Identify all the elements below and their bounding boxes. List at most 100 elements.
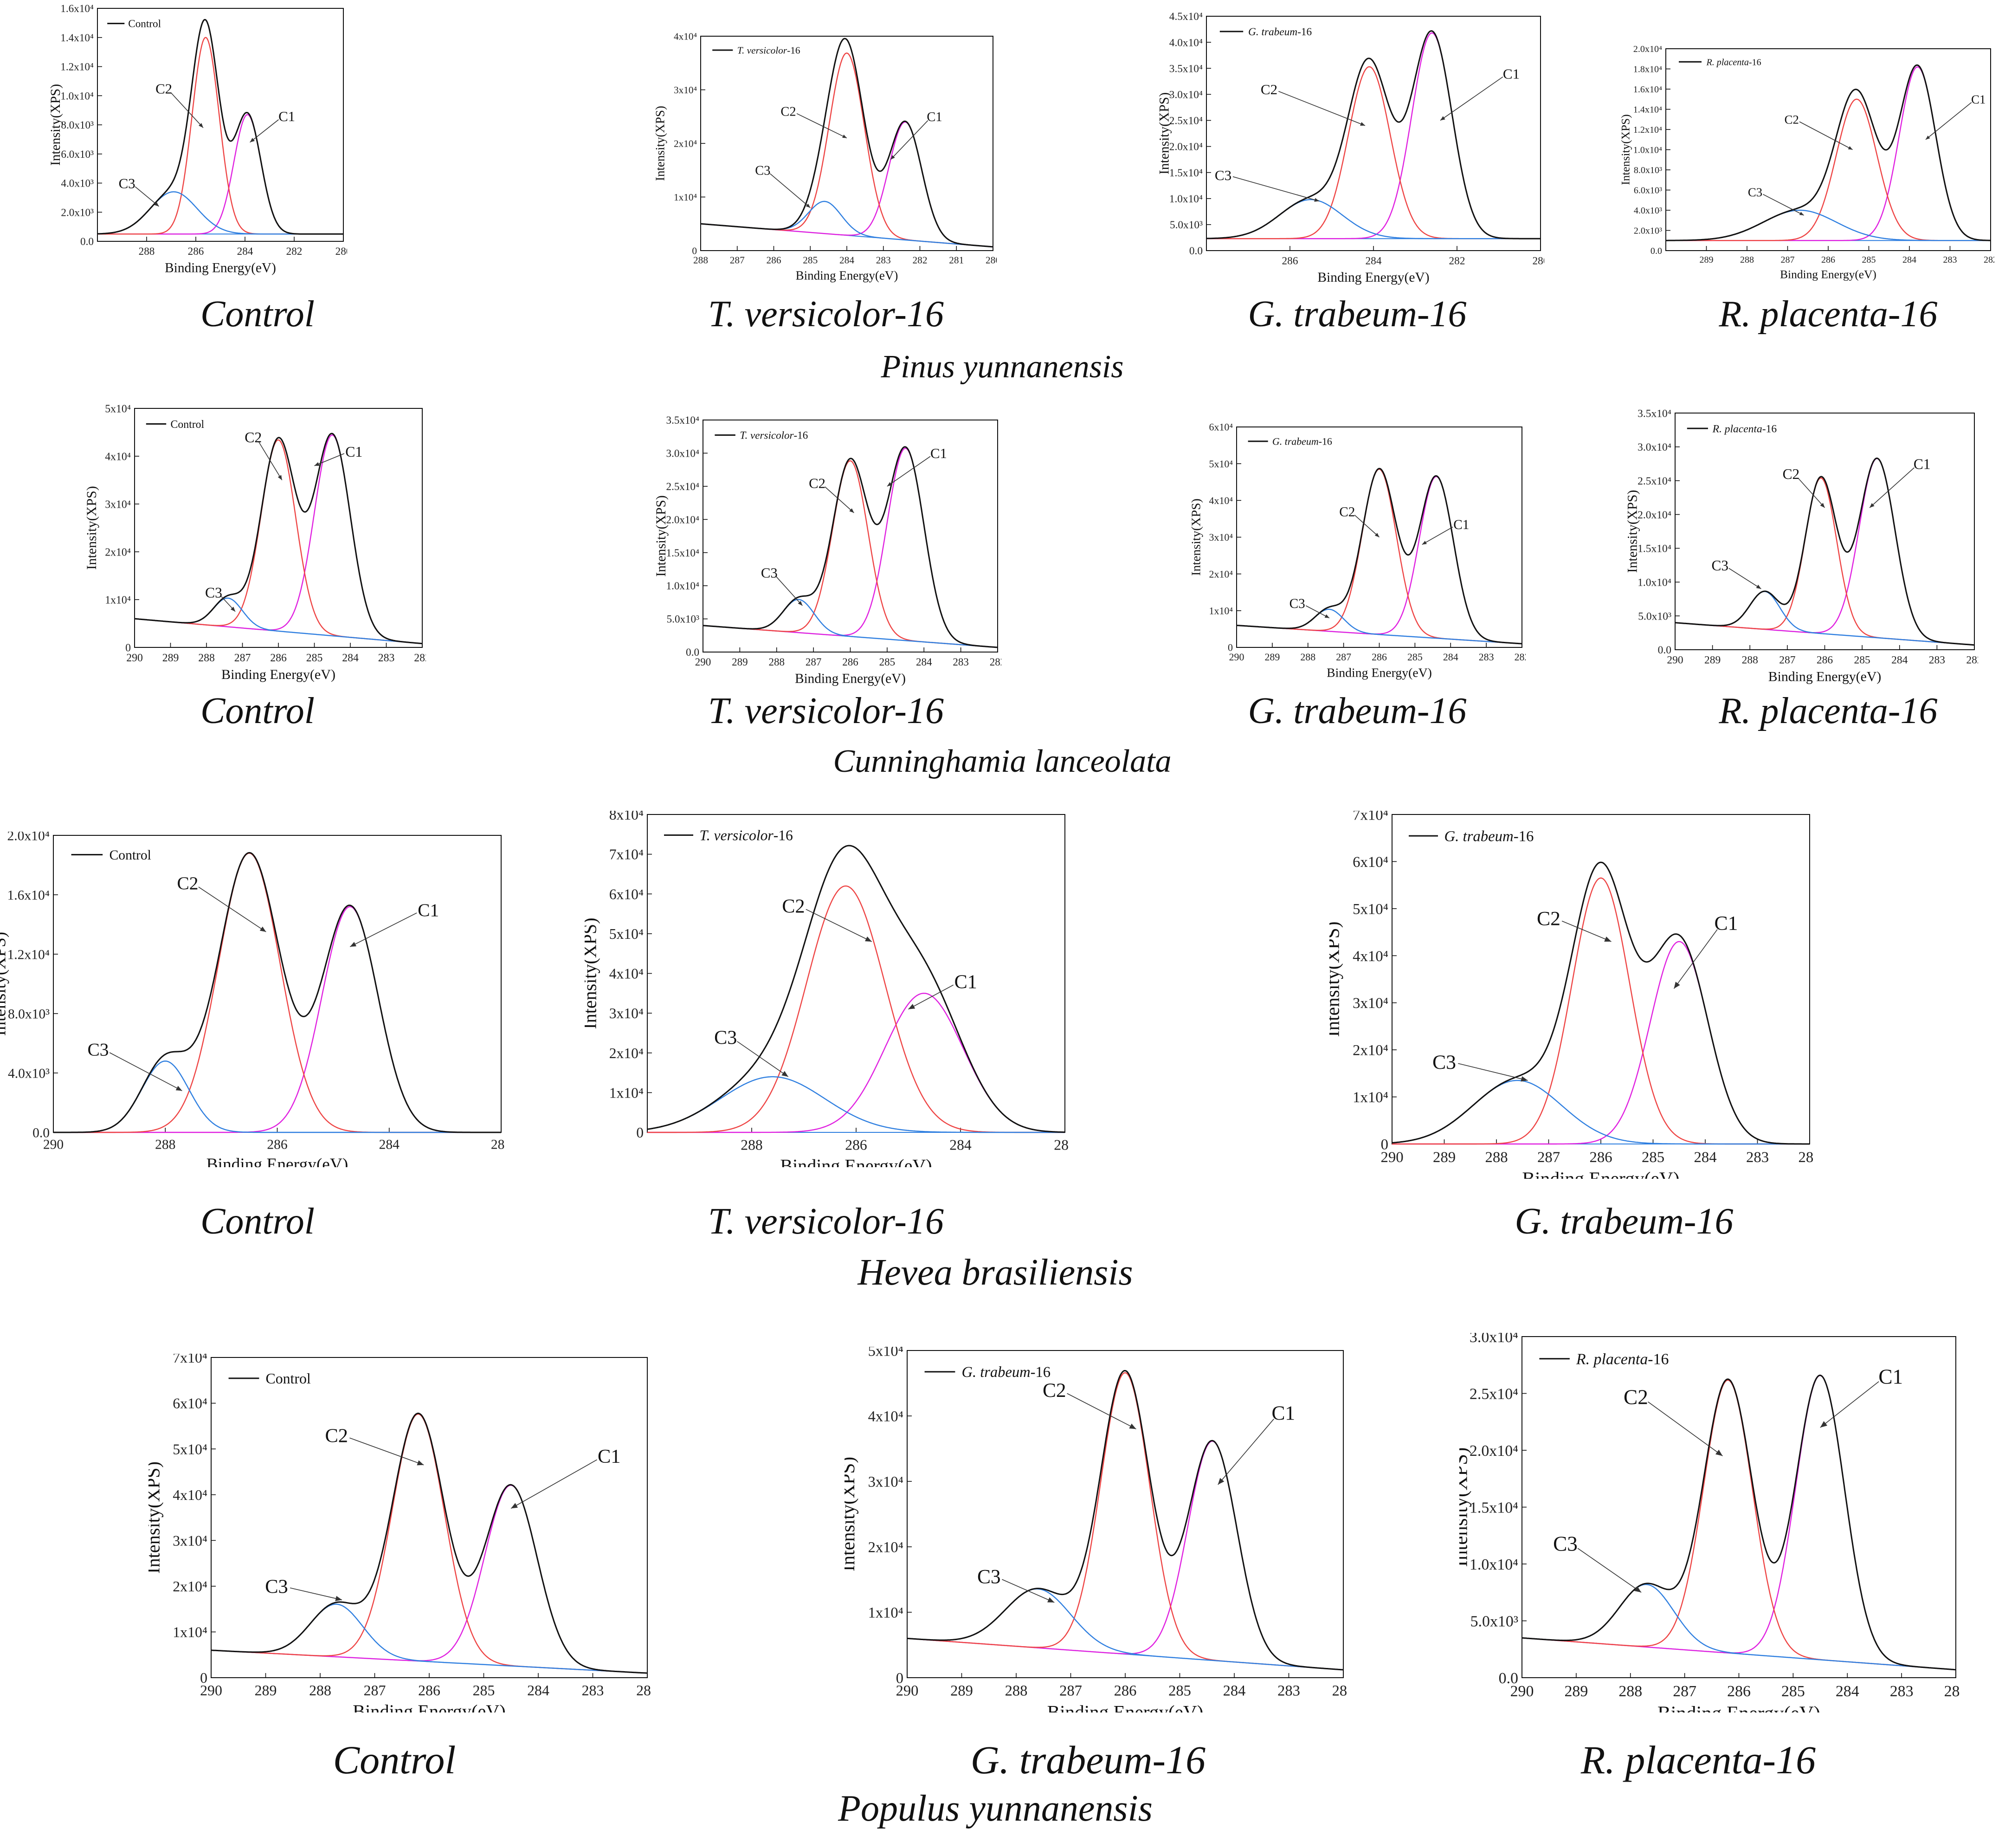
peak-c1 <box>701 121 993 248</box>
annotation-label-c3: C3 <box>1553 1532 1578 1556</box>
x-tick-label: 287 <box>1059 1683 1082 1699</box>
x-tick-label: 285 <box>1642 1149 1664 1166</box>
annotation-label-c2: C2 <box>325 1425 348 1447</box>
annotation-label-c1: C1 <box>278 108 295 124</box>
x-tick-label: 283 <box>1929 654 1945 666</box>
y-tick-label: 0 <box>200 1670 207 1686</box>
x-tick-label: 289 <box>732 656 748 668</box>
annotation-arrow <box>1820 1381 1879 1428</box>
x-tick-label: 288 <box>768 656 785 668</box>
species-caption: Pinus yunnanensis <box>881 349 1124 385</box>
y-axis-label: Intensity(XPS) <box>1157 92 1172 174</box>
y-tick-label: 8x10⁴ <box>609 811 644 823</box>
x-tick-label: 287 <box>364 1682 386 1699</box>
x-tick-label: 284 <box>1366 255 1382 267</box>
x-tick-label: 284 <box>916 656 932 668</box>
x-tick-label: 280 <box>1533 255 1544 267</box>
annotation-label-c3: C3 <box>1748 185 1762 199</box>
legend-label: Control <box>110 848 151 863</box>
y-tick-label: 0.0 <box>1499 1670 1518 1687</box>
envelope-curve <box>1236 468 1522 645</box>
annotation-arrowhead <box>1374 533 1380 537</box>
y-tick-label: 4x10⁴ <box>674 32 697 42</box>
y-tick-label: 3x10⁴ <box>173 1532 207 1549</box>
y-tick-label: 5.0x10³ <box>1170 219 1203 231</box>
x-tick-label: 286 <box>1114 1683 1137 1699</box>
annotation-arrowhead <box>1604 936 1612 942</box>
y-tick-label: 2.0x10³ <box>61 207 94 219</box>
x-tick-label: 284 <box>379 1137 400 1152</box>
annotation-label-c1: C1 <box>345 444 362 460</box>
y-tick-label: 0.0 <box>1658 644 1671 656</box>
y-tick-label: 1x10⁴ <box>609 1085 644 1101</box>
x-tick-label: 288 <box>198 652 215 664</box>
x-tick-label: 282 <box>990 656 1001 668</box>
xps-panel-0: 288 286 284 282 280 0.0 2.0x10³ 4.0x10³ 6.0x10³ 8… <box>48 5 347 276</box>
x-tick-label: 282 <box>636 1682 651 1699</box>
annotation-arrowhead <box>798 601 803 606</box>
annotation-label-c1: C1 <box>1878 1365 1903 1389</box>
annotation-arrow <box>1799 121 1853 150</box>
annotation-arrowhead <box>1218 1478 1225 1485</box>
annotation-arrowhead <box>865 936 872 942</box>
annotation-arrow <box>1648 1401 1723 1456</box>
envelope-curve <box>647 845 1065 1133</box>
x-tick-label: 282 <box>1515 651 1526 663</box>
y-tick-label: 4.0x10³ <box>8 1066 50 1081</box>
annotation-arrowhead <box>1047 1597 1055 1602</box>
annotation-arrowhead <box>890 155 895 160</box>
peak-c2 <box>1206 66 1541 239</box>
annotation-label-c2: C2 <box>1785 113 1799 127</box>
y-tick-label: 1.5x10⁴ <box>666 547 699 559</box>
y-tick-label: 2.5x10⁴ <box>1638 475 1671 487</box>
plot-frame <box>1206 16 1541 251</box>
peak-c1 <box>134 434 423 644</box>
legend-label: T. versicolor-16 <box>700 827 793 844</box>
x-tick-label: 285 <box>803 254 818 265</box>
y-tick-label: 6x10⁴ <box>1353 854 1388 871</box>
peak-c3 <box>907 1588 1344 1671</box>
x-tick-label: 284 <box>342 652 359 664</box>
x-tick-label: 288 <box>155 1137 175 1152</box>
annotation-label-c3: C3 <box>1215 167 1231 183</box>
peak-c2 <box>211 1413 648 1674</box>
x-tick-label: 283 <box>378 652 395 664</box>
x-tick-label: 288 <box>1742 654 1758 666</box>
annotation-arrowhead <box>199 123 203 128</box>
legend-label: G. trabeum-16 <box>962 1364 1051 1381</box>
x-tick-label: 290 <box>1380 1149 1403 1166</box>
panel-caption: Control <box>200 294 315 335</box>
y-tick-label: 4x10⁴ <box>1209 495 1233 506</box>
y-axis-label: Intensity(XPS) <box>0 932 10 1036</box>
y-tick-label: 7x10⁴ <box>1353 811 1388 823</box>
peak-c2 <box>647 885 1065 1133</box>
annotation-arrow <box>1232 176 1320 202</box>
annotation-label-c3: C3 <box>265 1576 288 1598</box>
y-tick-label: 1x10⁴ <box>1353 1089 1388 1106</box>
peak-c1 <box>647 993 1065 1133</box>
y-axis-label: Intensity(XPS) <box>1459 1447 1471 1567</box>
panel-caption: T. versicolor-16 <box>708 691 944 731</box>
annotation-arrowhead <box>511 1503 518 1509</box>
legend-label: Control <box>128 18 161 30</box>
legend-label: Control <box>266 1370 311 1387</box>
peak-c3 <box>97 191 343 235</box>
panel-caption: Control <box>333 1737 456 1782</box>
annotation-arrowhead <box>277 475 282 480</box>
y-tick-label: 1.0x10⁴ <box>666 580 699 592</box>
x-tick-label: 282 <box>1798 1149 1813 1166</box>
x-tick-label: 283 <box>582 1682 604 1699</box>
annotation-arrowhead <box>849 508 854 513</box>
y-tick-label: 8.0x10³ <box>61 119 94 131</box>
peak-c2 <box>53 853 501 1133</box>
y-tick-label: 3x10⁴ <box>609 1005 644 1021</box>
annotation-label-c2: C2 <box>1624 1386 1648 1409</box>
x-tick-label: 287 <box>730 254 745 265</box>
x-tick-label: 282 <box>1449 255 1465 267</box>
envelope-curve <box>211 1412 648 1674</box>
peak-c3 <box>1666 209 1991 241</box>
x-tick-label: 288 <box>741 1137 762 1153</box>
peak-c2 <box>1236 468 1522 645</box>
y-tick-label: 1.0x10⁴ <box>1169 193 1203 205</box>
y-tick-label: 6.0x10³ <box>1634 186 1662 196</box>
